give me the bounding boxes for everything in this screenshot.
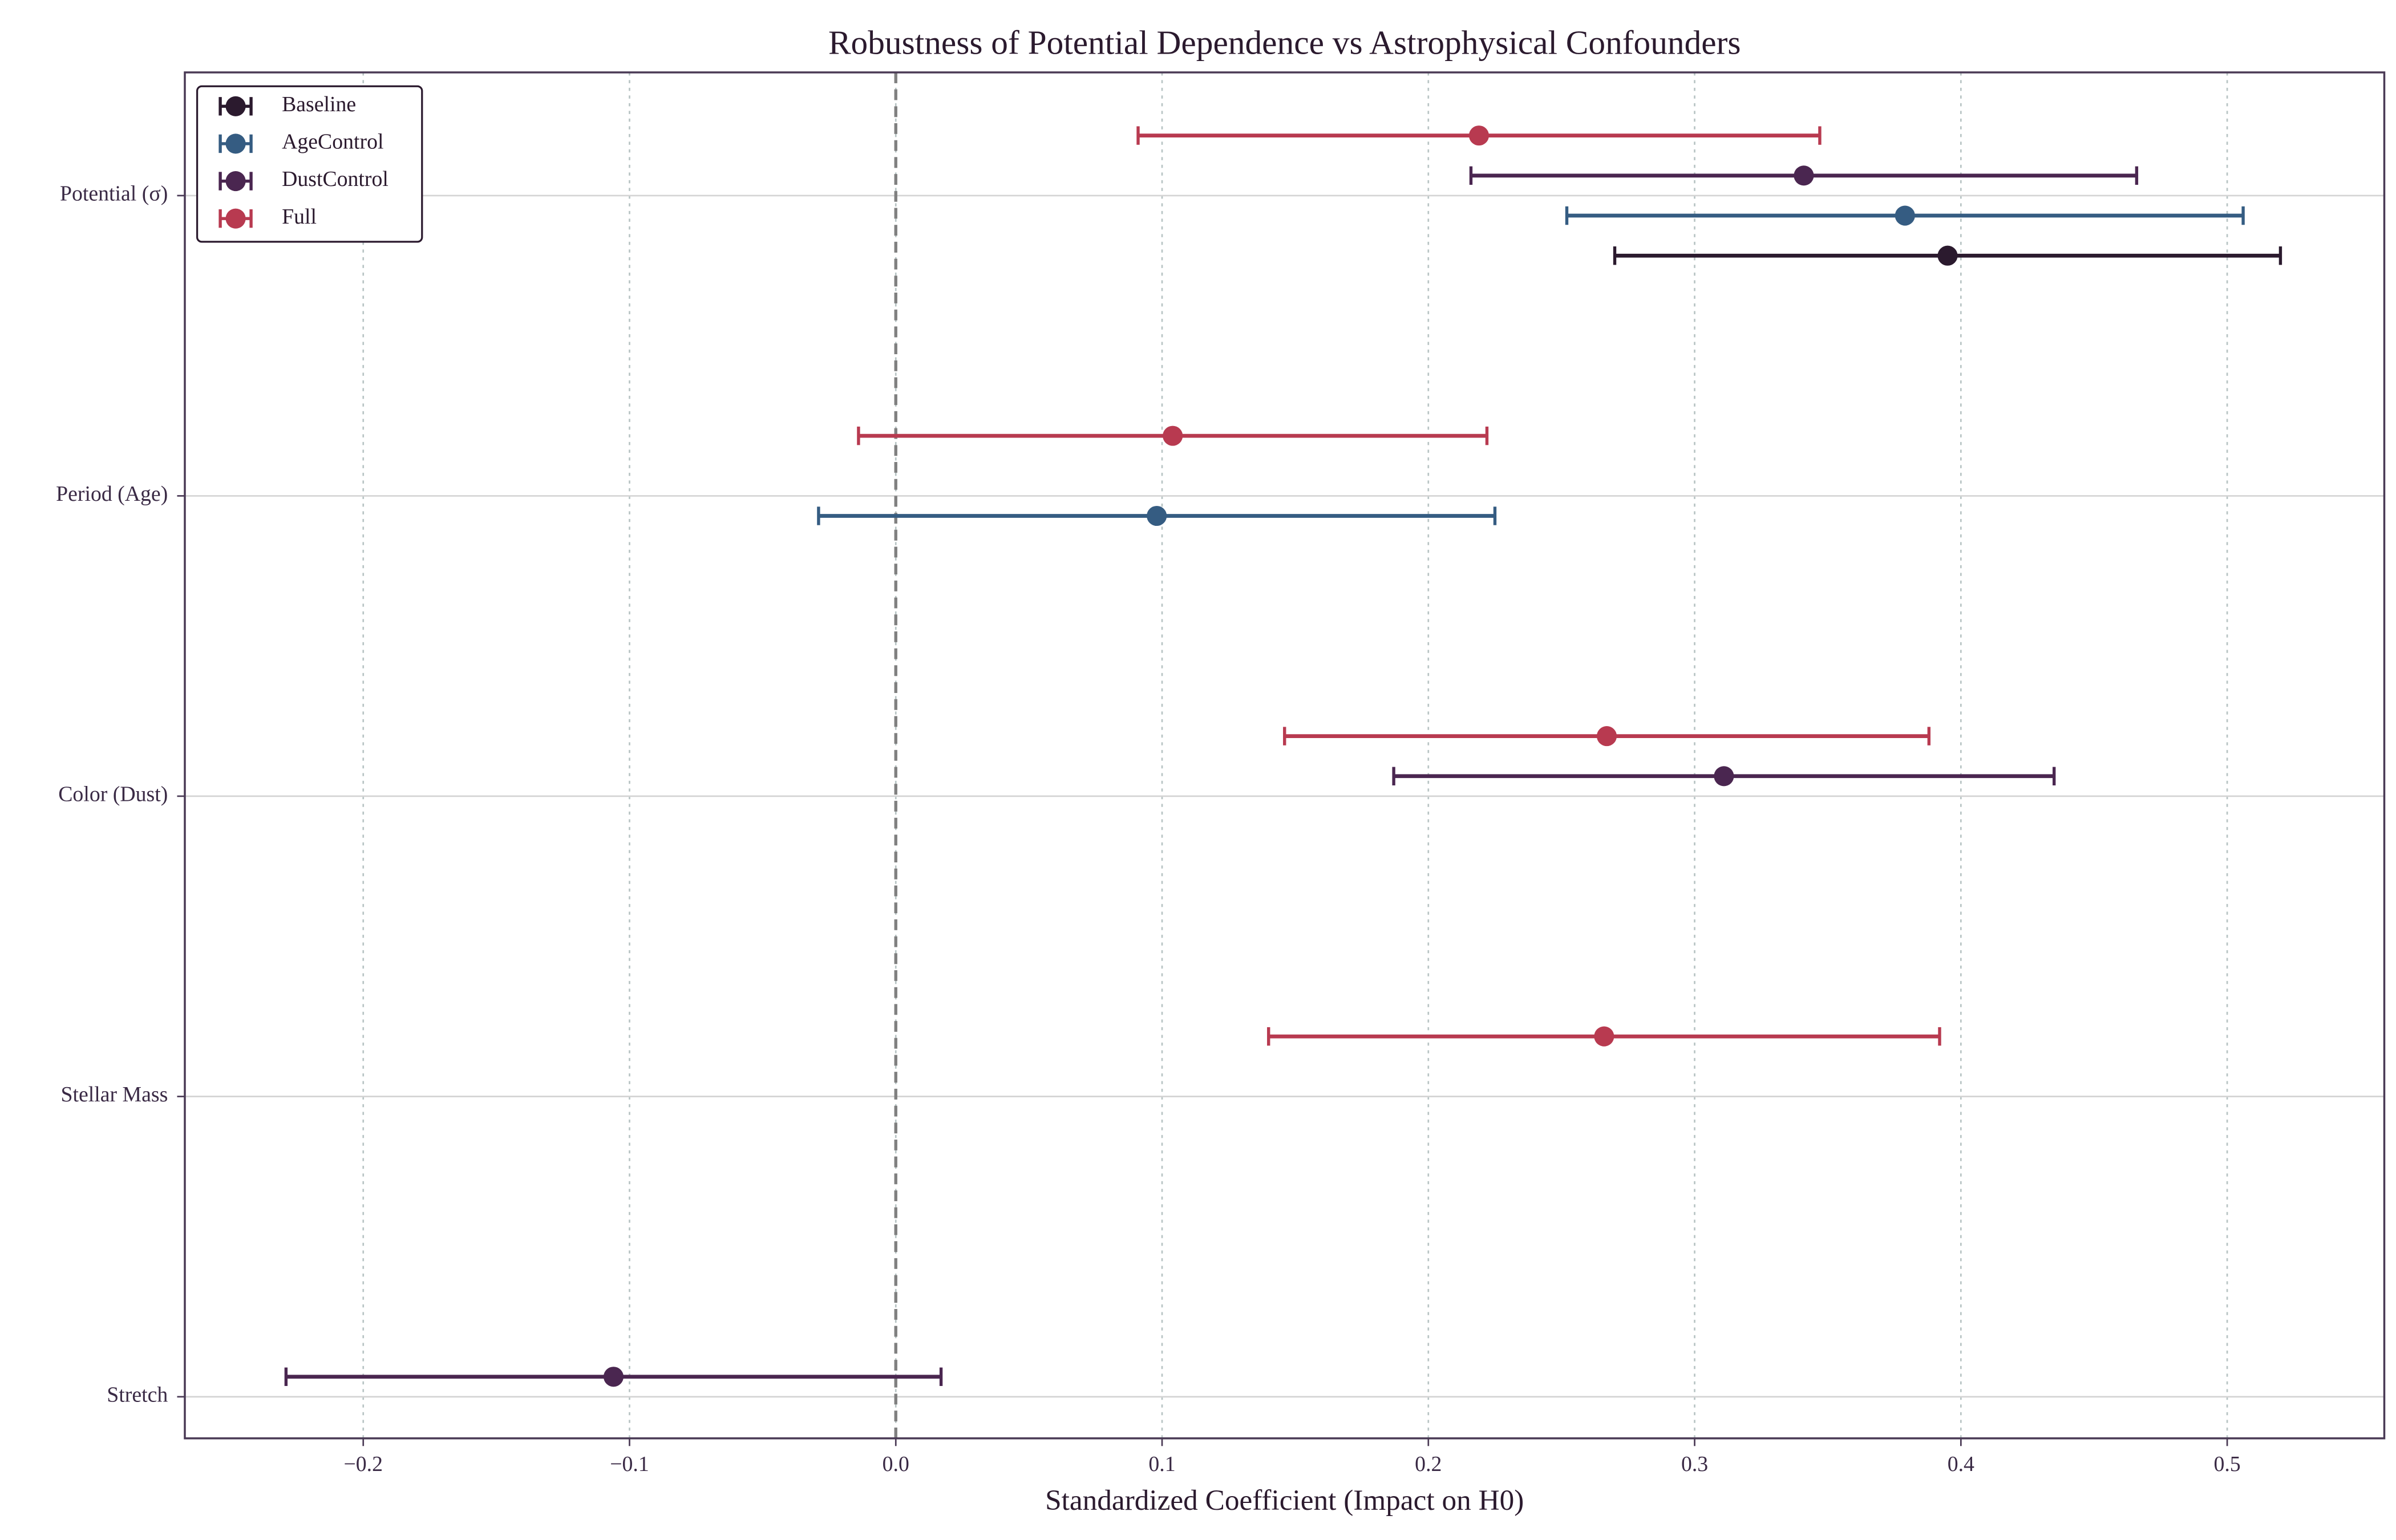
plot-frame — [184, 71, 2386, 1440]
y-tick-label: Period (Age) — [56, 482, 168, 506]
point — [1163, 425, 1183, 446]
y-tick-label: Stretch — [107, 1383, 168, 1407]
point — [1895, 205, 1915, 226]
x-tick-label: 0.5 — [2213, 1452, 2240, 1476]
legend-label: DustControl — [282, 167, 388, 191]
legend-marker — [225, 208, 246, 229]
x-axis-label: Standardized Coefficient (Impact on H0) — [1045, 1484, 1524, 1517]
legend-box — [196, 85, 423, 243]
legend-label: AgeControl — [282, 130, 383, 154]
x-tick-label: 0.4 — [1948, 1452, 1974, 1476]
y-tick-label: Potential (σ) — [60, 182, 168, 206]
chart-title: Robustness of Potential Dependence vs As… — [828, 24, 1741, 62]
point — [1794, 165, 1814, 186]
x-tick-label: 0.2 — [1415, 1452, 1442, 1476]
legend-marker — [225, 133, 246, 154]
x-tick-label: −0.2 — [343, 1452, 383, 1476]
point — [1596, 726, 1617, 747]
point — [1937, 245, 1958, 266]
legend-marker — [225, 96, 246, 116]
x-tick-label: −0.1 — [610, 1452, 649, 1476]
x-tick-label: 0.1 — [1148, 1452, 1175, 1476]
point — [1594, 1026, 1614, 1047]
legend-label: Full — [282, 205, 317, 229]
legend-marker — [225, 171, 246, 192]
y-tick-label: Color (Dust) — [58, 783, 168, 807]
point — [1468, 125, 1490, 146]
point — [1147, 505, 1167, 526]
point — [603, 1367, 624, 1387]
y-tick-label: Stellar Mass — [60, 1083, 168, 1107]
x-tick-label: 0.3 — [1681, 1452, 1708, 1476]
x-tick-label: 0.0 — [883, 1452, 909, 1476]
legend-label: Baseline — [282, 92, 356, 116]
point — [1714, 766, 1734, 787]
